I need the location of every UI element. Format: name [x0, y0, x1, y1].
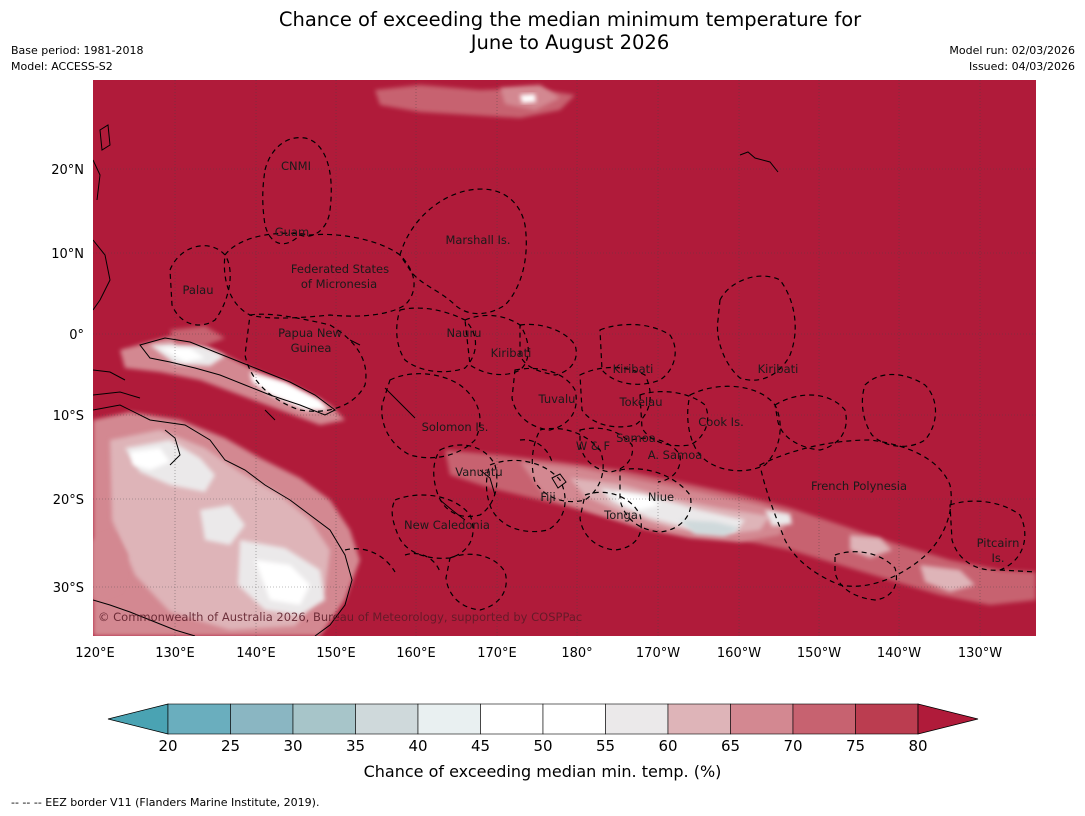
colorbar	[107, 703, 979, 735]
eez-borders	[169, 137, 1036, 611]
colorbar-ticks: 20 25 30 35 40 45 50 55 60 65 70 75 80	[0, 737, 1085, 757]
lon-label: 120°E	[75, 646, 115, 661]
region-label-kiribati-west: Kiribati	[491, 346, 532, 360]
colorbar-segment	[605, 703, 669, 735]
region-label-palau: Palau	[183, 283, 214, 297]
colorbar-segment	[417, 703, 481, 735]
colorbar-tick: 20	[158, 737, 178, 755]
region-label-tonga: Tonga	[603, 508, 638, 522]
region-labels: CNMI Guam Marshall Is. Federated States …	[183, 159, 1020, 565]
model-run: Model run: 02/03/2026	[949, 44, 1075, 57]
region-label-marshall-islands: Marshall Is.	[445, 233, 510, 247]
meta-right: Model run: 02/03/2026 Issued: 04/03/2026	[949, 43, 1075, 75]
lon-label: 150°W	[797, 646, 841, 661]
region-label-solomon-islands: Solomon Is.	[422, 420, 489, 434]
region-label-tuvalu: Tuvalu	[538, 392, 576, 406]
colorbar-tick: 80	[908, 737, 928, 755]
colorbar-low-extension	[107, 703, 169, 735]
region-label-fiji: Fiji	[540, 490, 555, 504]
model-name: Model: ACCESS-S2	[11, 60, 113, 73]
eez-legend-note: -- -- -- EEZ border V11 (Flanders Marine…	[11, 796, 320, 809]
lat-label: 30°S	[53, 581, 84, 596]
lat-label: 10°S	[53, 409, 84, 424]
colorbar-segment	[855, 703, 919, 735]
lon-label: 170°E	[477, 646, 517, 661]
colorbar-high-extension	[917, 703, 979, 735]
longitude-labels: 120°E 130°E 140°E 150°E 160°E 170°E 180°…	[75, 646, 1002, 661]
lon-label: 140°W	[877, 646, 921, 661]
lat-label: 20°S	[53, 493, 84, 508]
latitude-labels: 20°N 10°N 0° 10°S 20°S 30°S	[51, 163, 84, 596]
colorbar-tick: 55	[595, 737, 616, 755]
lat-label: 10°N	[51, 247, 84, 262]
colorbar-tick: 60	[658, 737, 678, 755]
lon-label: 140°E	[236, 646, 276, 661]
lat-label: 20°N	[51, 163, 84, 178]
region-label-kiribati-central: Kiribati	[613, 362, 654, 376]
region-label-tokelau: Tokelau	[619, 395, 663, 409]
colorbar-tick: 30	[283, 737, 303, 755]
colorbar-tick: 25	[220, 737, 241, 755]
colorbar-tick: 40	[408, 737, 428, 755]
region-label-vanuatu: Vanuatu	[455, 465, 502, 479]
region-label-pitcairn-line1: Pitcairn	[977, 536, 1020, 550]
region-label-niue: Niue	[648, 490, 674, 504]
chart-title: Chance of exceeding the median minimum t…	[0, 8, 1085, 54]
coastlines	[93, 124, 779, 636]
graticule	[93, 80, 1036, 636]
title-line-1: Chance of exceeding the median minimum t…	[278, 8, 862, 31]
region-label-american-samoa: A. Samoa	[648, 448, 703, 462]
lon-label: 170°W	[636, 646, 680, 661]
colorbar-segment	[292, 703, 356, 735]
region-label-wallis-futuna: W & F	[576, 439, 610, 453]
colorbar-tick: 70	[783, 737, 803, 755]
colorbar-tick: 65	[720, 737, 741, 755]
issued-date: Issued: 04/03/2026	[968, 60, 1075, 73]
meta-left: Base period: 1981-2018 Model: ACCESS-S2	[11, 43, 143, 75]
region-label-fsm-line2: of Micronesia	[301, 277, 377, 291]
region-label-cnmi: CNMI	[281, 159, 311, 173]
colorbar-label: Chance of exceeding median min. temp. (%…	[363, 762, 722, 781]
lon-label: 130°W	[958, 646, 1002, 661]
colorbar-segment	[167, 703, 231, 735]
region-label-cook-islands: Cook Is.	[698, 415, 743, 429]
colorbar-tick: 50	[533, 737, 553, 755]
region-label-kiribati-east: Kiribati	[758, 362, 799, 376]
colorbar-tick: 35	[345, 737, 366, 755]
colorbar-segment	[542, 703, 606, 735]
colorbar-tick: 75	[845, 737, 866, 755]
probability-anomaly-patches	[93, 85, 1036, 636]
colorbar-tick: 45	[470, 737, 491, 755]
colorbar-segment	[355, 703, 419, 735]
region-label-guam: Guam	[275, 225, 309, 239]
colorbar-segment	[230, 703, 294, 735]
region-label-french-polynesia: French Polynesia	[811, 479, 907, 493]
copyright-notice: © Commonwealth of Australia 2026, Bureau…	[98, 610, 582, 624]
region-label-fsm-line1: Federated States	[291, 262, 389, 276]
region-label-png-line2: Guinea	[291, 341, 332, 355]
region-label-new-caledonia: New Caledonia	[404, 518, 490, 532]
title-line-2: June to August 2026	[470, 31, 670, 54]
lon-label: 160°W	[717, 646, 761, 661]
colorbar-segment	[730, 703, 794, 735]
region-label-pitcairn-line2: Is.	[991, 551, 1004, 565]
colorbar-segment	[480, 703, 544, 735]
lon-label: 150°E	[316, 646, 356, 661]
lon-label: 130°E	[155, 646, 195, 661]
colorbar-segment	[792, 703, 856, 735]
lon-label: 180°	[561, 646, 592, 661]
base-period: Base period: 1981-2018	[11, 44, 144, 57]
region-label-png-line1: Papua New	[278, 326, 342, 340]
colorbar-segment	[667, 703, 731, 735]
region-label-samoa: Samoa	[616, 431, 656, 445]
region-label-nauru: Nauru	[447, 326, 482, 340]
lon-label: 160°E	[396, 646, 436, 661]
lat-label: 0°	[69, 328, 84, 343]
